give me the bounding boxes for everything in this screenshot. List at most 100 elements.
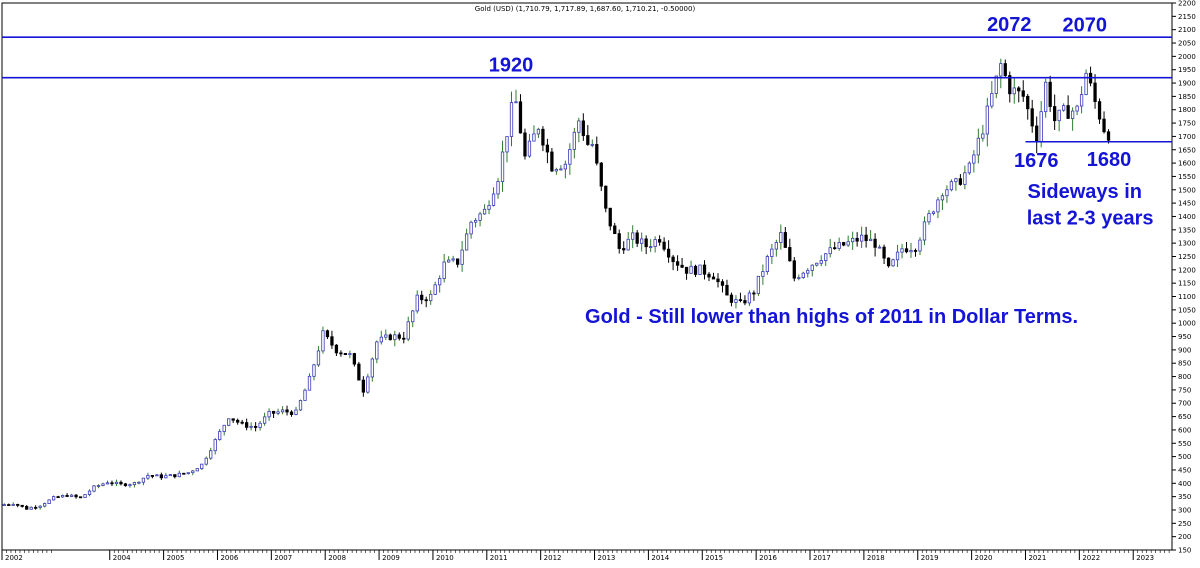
candles-layer <box>2 58 1111 510</box>
candle-down <box>707 273 711 278</box>
candle-up <box>1039 111 1043 143</box>
candle-up <box>1044 81 1048 113</box>
annotation-label: 1676 <box>1014 150 1059 172</box>
candle-down <box>182 472 186 475</box>
candle-down <box>424 299 428 302</box>
y-tick-label: 750 <box>1178 386 1191 394</box>
candle-down <box>725 284 729 296</box>
candle-down <box>231 418 235 421</box>
candle-up <box>747 292 752 304</box>
candle-down <box>7 504 11 506</box>
y-tick-label: 1250 <box>1178 253 1196 261</box>
candle-down <box>586 135 590 145</box>
candle-up <box>393 334 397 341</box>
y-tick-label: 650 <box>1178 413 1191 421</box>
plot-frame <box>1 2 1173 551</box>
candle-down <box>716 278 720 283</box>
candle-up <box>375 341 379 360</box>
y-tick-label: 1350 <box>1178 226 1196 234</box>
candle-down <box>240 421 244 424</box>
candle-down <box>1048 81 1052 107</box>
candle-down <box>110 482 114 485</box>
y-tick-label: 1950 <box>1178 66 1196 74</box>
chart-header-text: Gold (USD) (1,710.79, 1,717.89, 1,687.60… <box>475 5 696 13</box>
candle-up <box>810 264 814 271</box>
annotation-label: Gold - Still lower than highs of 2011 in… <box>585 306 1078 328</box>
y-tick-label: 1900 <box>1178 80 1196 88</box>
candle-down <box>913 250 918 252</box>
x-axis: 2002 2004 2005 2006 2007 2008 2009 2010 2011 2012… <box>1 550 1170 562</box>
candle-down <box>518 101 523 134</box>
candle-up <box>698 264 702 275</box>
y-tick-label: 900 <box>1178 346 1191 354</box>
candle-up <box>155 474 159 477</box>
candle-up <box>312 364 316 377</box>
candle-down <box>684 266 689 274</box>
candle-up <box>438 278 442 286</box>
candle-up <box>442 261 446 279</box>
candle-down <box>1093 82 1097 103</box>
candle-up <box>43 503 47 507</box>
candle-down <box>622 248 626 251</box>
candle-up <box>761 271 765 277</box>
candle-up <box>774 242 778 250</box>
candle-up <box>797 277 801 280</box>
y-tick-label: 950 <box>1178 333 1191 341</box>
candle-up <box>128 484 132 487</box>
candle-up <box>482 208 487 215</box>
candle-down <box>285 409 289 413</box>
candle-up <box>563 163 567 170</box>
candle-down <box>20 504 24 507</box>
candle-up <box>963 172 967 185</box>
candle-up <box>918 239 922 252</box>
y-tick-label: 150 <box>1178 547 1191 555</box>
y-tick-label: 1100 <box>1178 293 1196 301</box>
candle-up <box>38 505 42 508</box>
annotations-layer: 1920 2072 2070 1676 1680 Sideways in last 2-3 … <box>489 14 1154 328</box>
candle-up <box>877 246 882 249</box>
candle-down <box>904 248 909 253</box>
candle-up <box>366 376 370 393</box>
candle-up <box>985 105 989 135</box>
candle-up <box>1084 72 1088 95</box>
candle-down <box>352 353 357 365</box>
candle-down <box>541 128 545 146</box>
y-tick-label: 2200 <box>1178 0 1196 8</box>
candle-down <box>1053 106 1057 122</box>
x-tick-label: 2016 <box>759 554 777 562</box>
candle-up <box>469 221 473 235</box>
x-tick-label: 2005 <box>167 554 185 562</box>
candle-up <box>307 375 312 391</box>
candle-down <box>1106 131 1111 141</box>
candle-down <box>245 422 249 428</box>
candle-down <box>657 239 662 243</box>
candle-down <box>720 281 725 286</box>
y-tick-label: 1050 <box>1178 306 1196 314</box>
candle-up <box>114 481 119 484</box>
y-tick-label: 1400 <box>1178 213 1196 221</box>
candle-up <box>554 169 559 172</box>
candle-up <box>222 424 226 432</box>
candle-down <box>595 144 599 164</box>
candle-down <box>680 264 684 268</box>
candle-up <box>316 350 321 366</box>
x-tick-label: 2011 <box>490 554 508 562</box>
candle-up <box>756 275 761 294</box>
candle-up <box>536 128 541 135</box>
candle-up <box>994 75 998 94</box>
candle-up <box>429 293 433 302</box>
candle-up <box>859 234 864 242</box>
candle-up <box>967 162 972 174</box>
x-tick-label: 2002 <box>5 554 23 562</box>
candle-up <box>258 422 262 428</box>
candle-down <box>882 246 886 259</box>
y-tick-label: 200 <box>1178 533 1191 541</box>
candle-down <box>339 352 343 355</box>
x-tick-label: 2014 <box>651 554 669 562</box>
y-tick-label: 1000 <box>1178 320 1196 328</box>
candle-up <box>491 193 496 206</box>
x-tick-label: 2020 <box>975 554 993 562</box>
candle-up <box>976 137 980 156</box>
candle-up <box>846 241 850 246</box>
